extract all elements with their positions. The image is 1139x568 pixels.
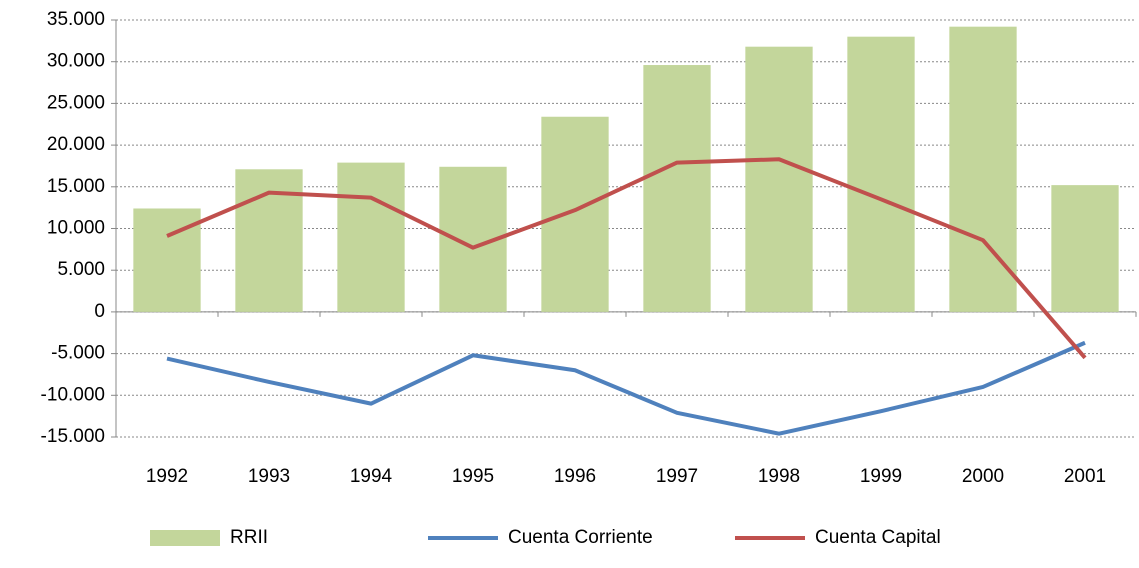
y-tick-label: 25.000 xyxy=(47,92,105,113)
y-tick-label: 10.000 xyxy=(47,218,105,239)
bar xyxy=(1051,185,1119,312)
y-tick-label: 0 xyxy=(94,301,105,322)
x-tick-label: 1995 xyxy=(452,466,494,487)
y-tick-label: 15.000 xyxy=(47,176,105,197)
y-tick-label: 35.000 xyxy=(47,9,105,30)
x-tick-label: 1993 xyxy=(248,466,290,487)
legend-label: RRII xyxy=(230,527,268,548)
legend-label: Cuenta Capital xyxy=(815,527,941,548)
legend-label: Cuenta Corriente xyxy=(508,527,653,548)
y-tick-label: 20.000 xyxy=(47,134,105,155)
line xyxy=(166,157,1087,360)
bar xyxy=(337,162,405,312)
bar xyxy=(643,65,711,312)
y-tick-label: -10.000 xyxy=(41,384,105,405)
x-tick-label: 1999 xyxy=(860,466,902,487)
x-tick-label: 2000 xyxy=(962,466,1004,487)
bar xyxy=(541,116,609,312)
y-tick-label: -5.000 xyxy=(51,343,105,364)
x-tick-label: 1996 xyxy=(554,466,596,487)
x-tick-label: 1994 xyxy=(350,466,393,487)
y-tick-label: 30.000 xyxy=(47,51,105,72)
x-tick-label: 1997 xyxy=(656,466,698,487)
bar xyxy=(745,46,813,312)
legend-swatch xyxy=(150,530,220,546)
line xyxy=(166,340,1086,436)
y-tick-label: 5.000 xyxy=(57,259,105,280)
y-tick-label: -15.000 xyxy=(41,426,105,447)
x-tick-label: 1998 xyxy=(758,466,800,487)
bar xyxy=(847,36,915,312)
x-tick-label: 2001 xyxy=(1064,466,1106,487)
x-tick-label: 1992 xyxy=(146,466,188,487)
